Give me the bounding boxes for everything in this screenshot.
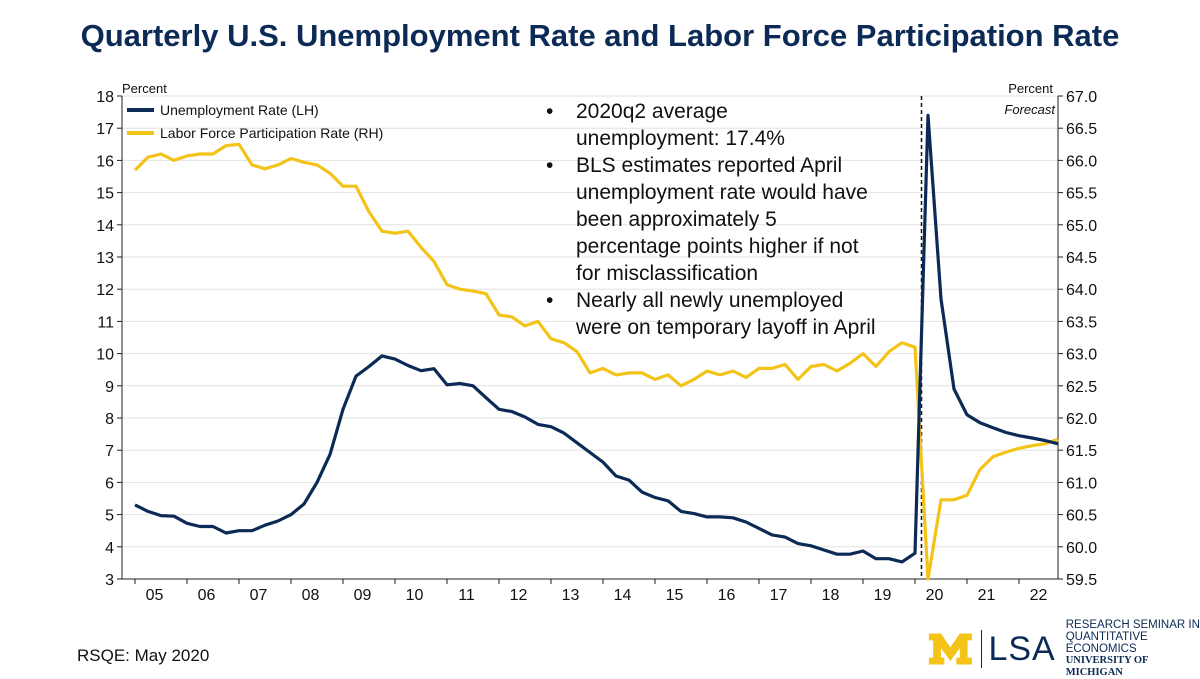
left-axis-label: Percent: [122, 81, 167, 96]
left-tick-label: 8: [105, 411, 114, 428]
right-tick-label: 67.0: [1066, 89, 1097, 106]
x-tick-label: 22: [1030, 587, 1048, 604]
left-tick-label: 7: [105, 443, 114, 460]
x-tick-label: 18: [822, 587, 840, 604]
right-tick-label: 61.5: [1066, 443, 1097, 460]
x-tick-label: 08: [302, 587, 320, 604]
logo-unit: LSA: [988, 629, 1056, 668]
x-tick-label: 19: [874, 587, 892, 604]
right-tick-label: 62.0: [1066, 411, 1097, 428]
right-tick-label: 66.5: [1066, 121, 1097, 138]
left-tick-label: 5: [105, 508, 114, 525]
left-tick-label: 11: [97, 314, 114, 331]
right-tick-label: 63.0: [1066, 347, 1097, 364]
legend-label: Unemployment Rate (LH): [160, 102, 319, 118]
left-tick-label: 6: [105, 475, 114, 492]
x-tick-label: 10: [406, 587, 424, 604]
left-tick-label: 9: [105, 379, 114, 396]
legend: Unemployment Rate (LH) Labor Force Partic…: [127, 102, 383, 141]
left-tick-label: 12: [96, 282, 114, 299]
x-tick-label: 09: [354, 587, 372, 604]
annotation-line: percentage points higher if not: [576, 235, 859, 258]
logo-text: RESEARCH SEMINAR IN QUANTITATIVE ECONOMI…: [1066, 619, 1200, 679]
x-tick-label: 17: [770, 587, 788, 604]
chart-title: Quarterly U.S. Unemployment Rate and Lab…: [80, 18, 1120, 53]
annotation-line: for misclassification: [576, 262, 758, 285]
right-tick-label: 64.5: [1066, 250, 1097, 267]
left-tick-label: 13: [96, 250, 114, 267]
x-tick-label: 06: [198, 587, 216, 604]
right-tick-label: 61.0: [1066, 475, 1097, 492]
series-lines: [133, 113, 1059, 581]
unemployment-rate-line: [134, 113, 1059, 564]
right-tick-label: 65.5: [1066, 186, 1097, 203]
legend-label: Labor Force Participation Rate (RH): [160, 125, 383, 141]
participation-rate-line: [133, 142, 1059, 581]
x-tick-label: 05: [146, 587, 164, 604]
logo-line-3: UNIVERSITY OF MICHIGAN: [1065, 655, 1149, 678]
annotation-line: BLS estimates reported April: [576, 154, 842, 177]
right-tick-label: 59.5: [1066, 572, 1097, 589]
annotation-bullet: •: [546, 289, 553, 312]
right-tick-label: 65.0: [1066, 218, 1097, 235]
source-footer: RSQE: May 2020: [77, 646, 210, 665]
logo-line-2: QUANTITATIVE ECONOMICS: [1065, 631, 1148, 655]
right-tick-label: 66.0: [1066, 153, 1097, 170]
left-tick-label: 17: [96, 121, 114, 138]
right-axis-label: Percent: [1008, 81, 1053, 96]
right-tick-label: 64.0: [1066, 282, 1097, 299]
x-tick-label: 12: [510, 587, 528, 604]
x-tick-label: 07: [250, 587, 268, 604]
university-logo: LSA RESEARCH SEMINAR IN QUANTITATIVE ECO…: [928, 619, 1200, 678]
right-tick-label: 62.5: [1066, 379, 1097, 396]
left-tick-label: 15: [96, 186, 114, 203]
block-m-logo-icon: [928, 633, 972, 665]
x-tick-label: 16: [718, 587, 736, 604]
left-tick-label: 16: [96, 153, 114, 170]
x-tick-label: 21: [978, 587, 996, 604]
left-tick-label: 4: [105, 540, 114, 557]
annotations: • 2020q2 average unemployment: 17.4% • BLS e…: [546, 100, 876, 339]
annotation-line: unemployment: 17.4%: [576, 127, 785, 150]
right-tick-label: 60.5: [1066, 508, 1097, 525]
x-tick-label: 20: [926, 587, 944, 604]
x-tick-label: 14: [614, 587, 632, 604]
axes: 3 4 5 6 7 8 9 10 11 12 13 14 15 16 17 18 59.5 60.0 60.5 61.…: [96, 81, 1097, 604]
right-tick-label: 63.5: [1066, 314, 1097, 331]
left-tick-label: 18: [96, 89, 114, 106]
annotation-bullet: •: [546, 154, 553, 177]
logo-divider: [980, 630, 983, 668]
left-tick-label: 10: [96, 347, 114, 364]
annotation-line: were on temporary layoff in April: [575, 316, 876, 339]
annotation-line: Nearly all newly unemployed: [576, 289, 843, 312]
annotation-line: 2020q2 average: [576, 100, 728, 123]
x-tick-label: 11: [458, 587, 475, 604]
forecast-label: Forecast: [1004, 102, 1056, 117]
logo-line-1: RESEARCH SEMINAR IN: [1065, 619, 1200, 631]
left-tick-label: 3: [105, 572, 114, 589]
annotation-bullet: •: [546, 100, 553, 123]
gridlines: [122, 95, 1058, 548]
annotation-line: unemployment rate would have: [576, 181, 868, 204]
left-tick-label: 14: [96, 218, 114, 235]
x-tick-label: 13: [562, 587, 580, 604]
x-tick-label: 15: [666, 587, 684, 604]
annotation-line: been approximately 5: [576, 208, 777, 231]
right-tick-label: 60.0: [1066, 540, 1097, 557]
